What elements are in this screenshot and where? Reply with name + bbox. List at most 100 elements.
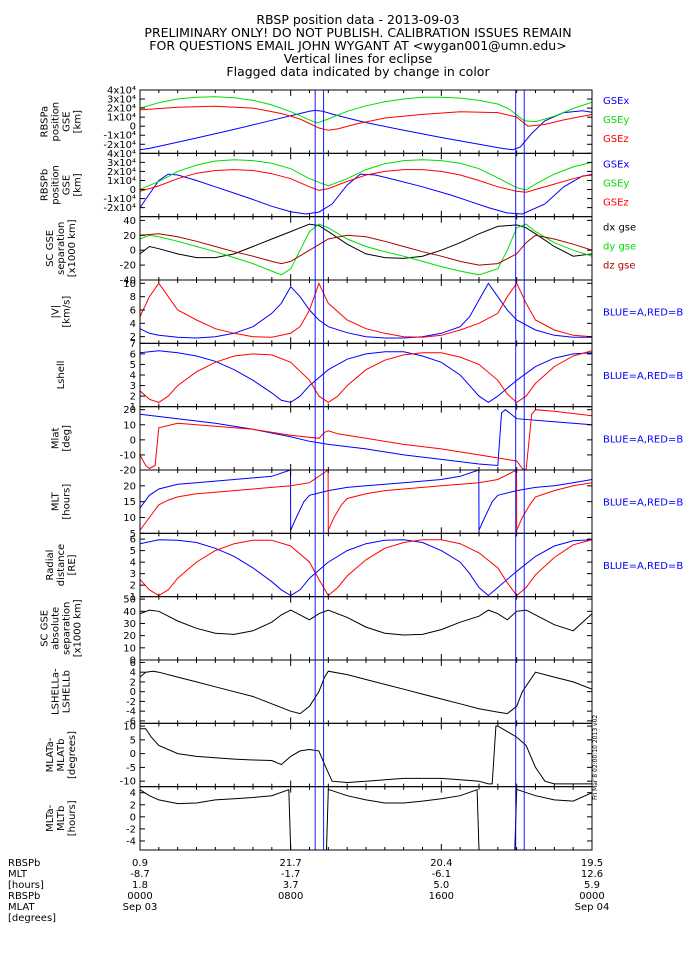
ytick-label: 20 <box>123 405 136 416</box>
footer-value: -8.7 <box>130 869 150 880</box>
series-sc-gse-sep-1 <box>140 223 592 276</box>
ytick-label: -20 <box>120 261 136 272</box>
ytick-label: 20 <box>123 481 136 492</box>
ylabel-line: [km/s] <box>62 296 73 328</box>
ylabel-line: [hours] <box>67 800 78 836</box>
ylabel-line: separation <box>62 602 73 655</box>
legend-entry: BLUE=A,RED=B <box>603 561 683 572</box>
series-lshell-0 <box>140 350 592 404</box>
ylabel-line: [degrees] <box>67 731 78 779</box>
ytick-label: 3x10⁴ <box>107 95 136 106</box>
ytick-label: 3x10⁴ <box>107 158 136 169</box>
ytick-label: 4 <box>130 788 136 799</box>
ytick-label: 1 <box>130 402 136 413</box>
ytick-label: -10 <box>120 450 136 461</box>
legend-entry: GSEy <box>603 178 629 189</box>
footer-value: 0.9 <box>132 858 148 869</box>
series-radial-0 <box>140 539 592 597</box>
ytick-label: 5 <box>130 360 136 371</box>
ytick-label: -5 <box>126 763 136 774</box>
ylabel-line: |V| <box>51 305 62 319</box>
ylabel-line: [hours] <box>62 484 73 520</box>
ytick-label: 40 <box>123 607 136 618</box>
ytick-label: 20 <box>123 231 136 242</box>
ylabel-line: RBSPb <box>40 169 51 201</box>
footer-value: 1.8 <box>132 880 148 891</box>
ytick-label: 10 <box>123 279 136 290</box>
ytick-label: 6 <box>130 535 136 546</box>
ytick-label: -40 <box>120 276 136 287</box>
ylabel-line: [RE] <box>67 554 78 575</box>
ytick-label: 0 <box>130 656 136 667</box>
ylabel-line: MLATa- <box>45 737 56 772</box>
plot-title: RBSP position data - 2013-09-03 PRELIMIN… <box>144 12 571 79</box>
series-rbspa-pos-gse-2 <box>140 105 592 131</box>
title-line-5: Flagged data indicated by change in colo… <box>226 64 490 79</box>
ytick-label: 8 <box>130 292 136 303</box>
ylabel-line: GSE <box>62 111 73 131</box>
series-abs-sep-0 <box>140 609 592 636</box>
ytick-label: 0 <box>130 246 136 257</box>
ylabel-line: [deg] <box>62 425 73 452</box>
ytick-label: 2 <box>130 677 136 688</box>
footer-value: 19.5 <box>581 858 603 869</box>
series-speed-0 <box>140 282 592 339</box>
footer-value: 0000 <box>127 891 152 902</box>
ylabel-line: position <box>51 165 62 205</box>
ytick-label: 5 <box>130 735 136 746</box>
footer-value: Sep 03 <box>123 902 158 913</box>
ytick-label: 1x10⁴ <box>107 113 136 124</box>
title-line-4: Vertical lines for eclipse <box>284 51 433 66</box>
footer-value: 3.7 <box>283 880 299 891</box>
ylabel-mlt-diff: MLTa-MLTb[hours] <box>45 800 78 836</box>
ytick-label: -2x10⁴ <box>103 203 136 214</box>
footer-value: -1.7 <box>281 869 301 880</box>
footer-value: 21.7 <box>280 858 302 869</box>
ylabel-line: LSHELLa- <box>51 668 62 715</box>
panel-mlat: -20 -10 0 10 20 Mlat[deg] BLUE=A,RED=B <box>51 405 684 476</box>
ytick-label: 2 <box>130 392 136 403</box>
ytick-label: 2x10⁴ <box>107 104 136 115</box>
series-mlt-diff-0 <box>140 788 592 851</box>
ytick-label: -1x10⁴ <box>103 131 136 142</box>
footer-row-label: [hours] <box>8 880 44 891</box>
ylabel-mlat-diff: MLATa-MLATb[degrees] <box>45 731 78 779</box>
panel-sc-gse-sep: -40 -20 0 20 40 SC GSEseparation[x1000 km] dx … <box>45 216 636 287</box>
ytick-label: 3 <box>130 569 136 580</box>
ytick-label: 6 <box>130 658 136 669</box>
ytick-label: 10 <box>123 722 136 733</box>
ytick-label: 4 <box>130 558 136 569</box>
footer-value: 1600 <box>429 891 454 902</box>
ylabel-line: [km] <box>73 110 84 133</box>
ytick-label: 10 <box>123 643 136 654</box>
legend-entry: GSEz <box>603 197 629 208</box>
footer-value: 5.9 <box>584 880 600 891</box>
title-line-2: PRELIMINARY ONLY! DO NOT PUBLISH. CALIBR… <box>144 25 571 40</box>
ylabel-line: MLT <box>51 491 62 511</box>
ytick-label: -4 <box>126 707 136 718</box>
ylabel-line: GSE <box>62 175 73 195</box>
ylabel-line: Radial <box>45 550 56 581</box>
series-mlat-0 <box>140 409 592 467</box>
legend-entry: BLUE=A,RED=B <box>603 434 683 445</box>
legend-entry: dx gse <box>603 223 636 234</box>
ylabel-abs-sep: SC GSEabsoluteseparation[x1000 km] <box>40 599 84 657</box>
ytick-label: 10 <box>123 420 136 431</box>
ylabel-sc-gse-sep: SC GSEseparation[x1000 km] <box>45 219 78 277</box>
ytick-label: 7 <box>130 339 136 350</box>
ytick-label: 40 <box>123 216 136 227</box>
series-rbspb-pos-gse-0 <box>140 173 592 215</box>
ylabel-line: [km] <box>73 173 84 196</box>
ytick-label: -4 <box>126 836 136 847</box>
ytick-label: 5 <box>130 546 136 557</box>
ytick-label: 0 <box>130 122 136 133</box>
ytick-label: 4x10⁴ <box>107 149 136 160</box>
ytick-label: 30 <box>123 619 136 630</box>
ylabel-line: [x1000 km] <box>67 219 78 277</box>
ytick-label: 4 <box>130 319 136 330</box>
legend-entry: GSEx <box>603 159 629 170</box>
ylabel-line: SC GSE <box>45 230 56 267</box>
